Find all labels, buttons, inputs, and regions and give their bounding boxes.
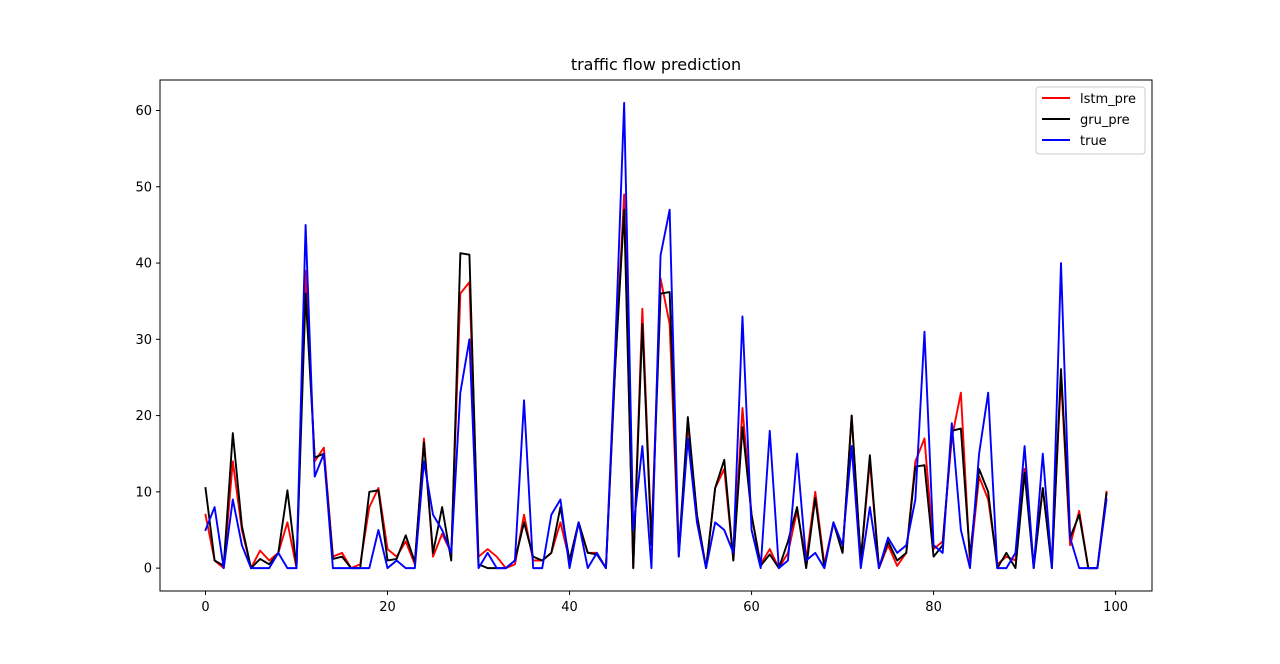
- legend-box: [1035, 86, 1146, 155]
- legend-label-true: true: [1080, 134, 1107, 149]
- axes: 0 20 40 60 80 100 0 10 20 30 40 50 60: [135, 79, 1153, 615]
- y-tick-label: 60: [135, 104, 152, 119]
- x-tick-label: 0: [201, 600, 209, 615]
- plot-frame: [159, 79, 1153, 592]
- x-tick-label: 60: [743, 600, 760, 615]
- legend-label-lstm-pre: lstm_pre: [1080, 92, 1136, 107]
- x-tick-label: 100: [1103, 600, 1128, 615]
- x-tick-label: 20: [379, 600, 396, 615]
- legend-label-gru-pre: gru_pre: [1080, 113, 1130, 128]
- plot-lines: [204, 101, 1108, 570]
- y-tick-label: 0: [144, 562, 152, 577]
- y-tick-label: 50: [135, 180, 152, 195]
- series-line-true: [204, 101, 1108, 570]
- y-tick-label: 40: [135, 257, 152, 272]
- y-tick-label: 30: [135, 333, 152, 348]
- y-tick-label: 20: [135, 409, 152, 424]
- x-tick-label: 80: [925, 600, 942, 615]
- y-tick-label: 10: [135, 485, 152, 500]
- x-tick-label: 40: [561, 600, 578, 615]
- chart-title: traffic flow prediction: [571, 55, 741, 74]
